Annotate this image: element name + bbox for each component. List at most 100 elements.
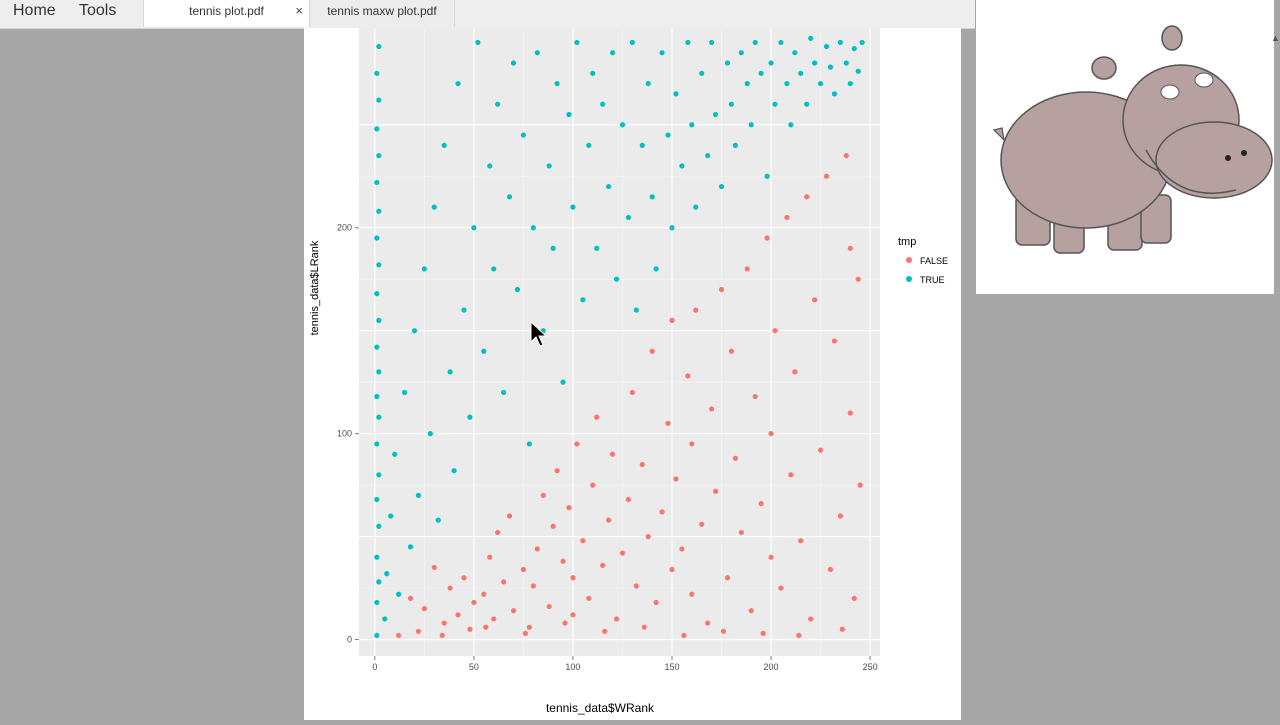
top-bar: Home Tools tennis plot.pdf × tennis maxw…: [0, 0, 975, 29]
point-true: [384, 571, 390, 577]
point-false: [839, 626, 845, 632]
point-true: [376, 369, 382, 375]
point-true: [629, 39, 635, 46]
point-false: [724, 575, 731, 581]
point-false: [669, 317, 675, 323]
tab-label: tennis maxw plot.pdf: [327, 4, 437, 18]
y-tick-label: 0: [347, 635, 352, 645]
point-true: [374, 344, 380, 350]
point-false: [461, 575, 467, 581]
point-false: [653, 599, 659, 606]
point-true: [481, 348, 487, 354]
point-false: [526, 624, 532, 630]
point-true: [374, 291, 380, 297]
plot-panel: [359, 28, 880, 656]
point-false: [847, 245, 853, 251]
point-true: [447, 369, 453, 375]
point-false: [837, 513, 843, 519]
point-false: [689, 441, 695, 447]
point-true: [427, 431, 433, 437]
point-false: [857, 482, 863, 488]
point-false: [772, 328, 778, 334]
point-false: [600, 562, 606, 569]
point-true: [376, 208, 382, 214]
point-true: [812, 60, 818, 66]
point-true: [382, 616, 388, 622]
point-true: [401, 389, 408, 396]
point-true: [376, 472, 382, 478]
point-true: [374, 235, 380, 241]
point-true: [566, 111, 572, 118]
point-true: [673, 91, 679, 97]
point-false: [471, 599, 477, 606]
point-false: [613, 616, 620, 622]
scrollbar[interactable]: [1266, 294, 1280, 720]
point-true: [554, 80, 560, 87]
webcam-overlay: [976, 0, 1274, 294]
data-points: [374, 35, 865, 639]
point-true: [487, 163, 493, 169]
y-axis-title: tennis_data$LRank: [309, 240, 321, 335]
point-true: [768, 60, 774, 66]
point-true: [374, 599, 380, 606]
point-false: [574, 441, 580, 447]
scatter-chart: 0 50 100 150 200 250 0 100 200 tennis_data$WRan…: [309, 28, 948, 715]
point-false: [407, 595, 414, 601]
y-tick-label: 100: [337, 429, 352, 439]
point-false: [768, 431, 774, 437]
scroll-up-arrow-icon[interactable]: ▲: [1271, 33, 1280, 43]
point-false: [439, 632, 445, 639]
point-true: [526, 441, 532, 447]
point-false: [415, 628, 422, 634]
point-true: [600, 101, 606, 107]
point-false: [396, 632, 402, 639]
point-true: [461, 307, 467, 313]
point-true: [376, 317, 382, 323]
point-true: [798, 70, 804, 76]
point-false: [843, 153, 849, 159]
point-false: [685, 373, 691, 379]
point-false: [712, 488, 719, 494]
point-true: [639, 142, 645, 148]
point-true: [475, 39, 481, 46]
point-true: [510, 60, 517, 66]
point-false: [566, 505, 572, 511]
point-false: [447, 585, 453, 591]
point-false: [522, 630, 529, 636]
x-axis-title: tennis_data$WRank: [546, 701, 655, 715]
point-true: [514, 286, 521, 293]
menu-tools[interactable]: Tools: [79, 2, 117, 19]
point-false: [619, 550, 626, 556]
point-false: [510, 608, 517, 614]
point-false: [534, 546, 540, 552]
point-false: [760, 630, 766, 636]
point-true: [594, 245, 600, 251]
point-true: [693, 204, 699, 210]
point-false: [554, 468, 560, 474]
close-icon[interactable]: ×: [295, 3, 303, 18]
point-true: [705, 153, 711, 159]
menu-home[interactable]: Home: [13, 2, 56, 19]
legend-key-true: [906, 276, 912, 282]
point-false: [720, 628, 727, 634]
point-false: [431, 564, 437, 571]
point-true: [817, 80, 824, 87]
point-false: [520, 566, 527, 573]
point-false: [764, 235, 770, 241]
point-false: [705, 620, 711, 626]
tab-tennis-plot[interactable]: tennis plot.pdf ×: [143, 0, 310, 27]
point-false: [606, 517, 612, 523]
point-false: [718, 286, 725, 293]
point-true: [851, 45, 857, 52]
tab-tennis-maxw-plot[interactable]: tennis maxw plot.pdf: [310, 0, 455, 27]
point-true: [649, 194, 655, 200]
point-false: [669, 566, 675, 573]
point-true: [374, 496, 380, 503]
point-false: [673, 476, 679, 482]
point-true: [506, 194, 513, 200]
point-true: [609, 50, 616, 56]
point-false: [732, 455, 738, 461]
point-true: [574, 39, 580, 46]
point-false: [847, 410, 853, 416]
x-tick-label: 100: [565, 662, 580, 672]
